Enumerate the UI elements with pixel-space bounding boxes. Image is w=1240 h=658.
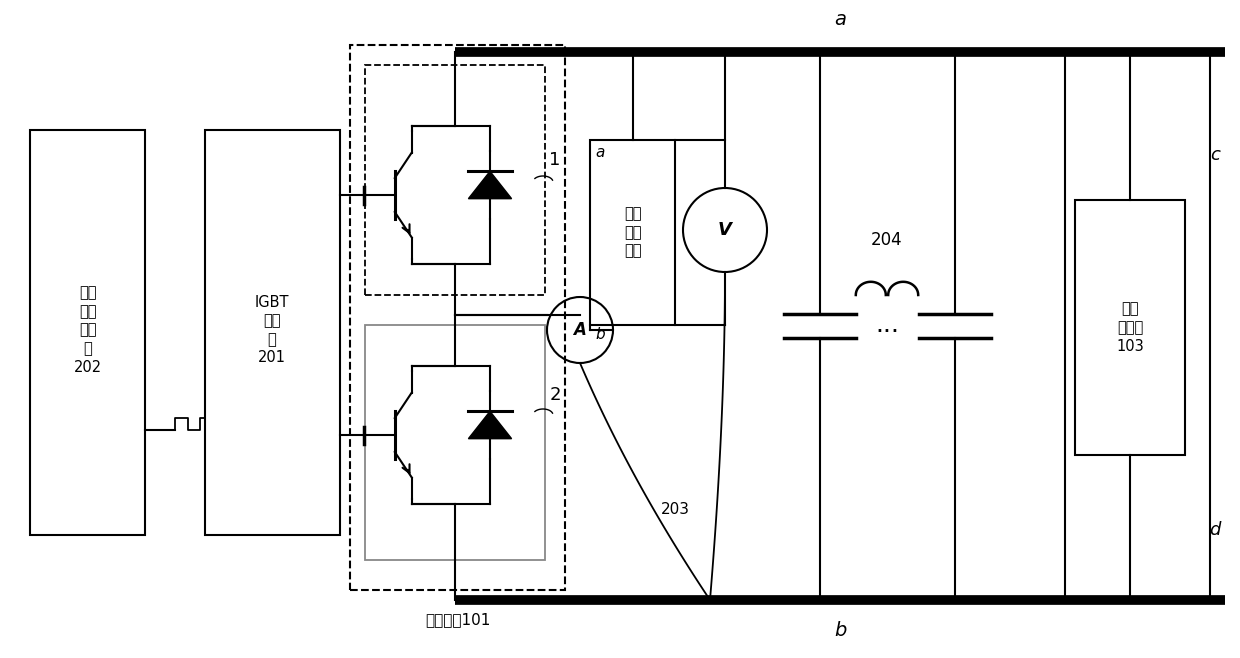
Text: 1: 1 xyxy=(549,151,560,169)
Polygon shape xyxy=(469,171,512,199)
Text: d: d xyxy=(1209,521,1220,539)
Text: 直流
电压源
103: 直流 电压源 103 xyxy=(1116,301,1143,353)
Text: a: a xyxy=(595,145,605,159)
Bar xyxy=(590,140,675,325)
Text: a: a xyxy=(835,11,846,30)
Text: IGBT
驱动
器
201: IGBT 驱动 器 201 xyxy=(254,295,289,365)
Bar xyxy=(365,325,546,560)
Text: 待测
叠层
母排: 待测 叠层 母排 xyxy=(624,207,641,259)
Text: A: A xyxy=(574,321,587,339)
Bar xyxy=(350,45,565,590)
Text: 203: 203 xyxy=(661,503,689,517)
Bar xyxy=(30,130,145,535)
Text: V: V xyxy=(718,221,732,239)
Bar xyxy=(205,130,340,535)
Text: b: b xyxy=(595,328,605,343)
Text: 开关模块101: 开关模块101 xyxy=(425,613,491,628)
Text: ···: ··· xyxy=(875,320,899,344)
Text: 触发
脉冲
发生
器
202: 触发 脉冲 发生 器 202 xyxy=(74,286,102,374)
Text: b: b xyxy=(833,620,846,640)
Polygon shape xyxy=(469,411,512,439)
Text: 204: 204 xyxy=(872,231,903,249)
Bar xyxy=(365,65,546,295)
Text: c: c xyxy=(1210,146,1220,164)
Bar xyxy=(1075,200,1185,455)
Text: 2: 2 xyxy=(549,386,560,404)
